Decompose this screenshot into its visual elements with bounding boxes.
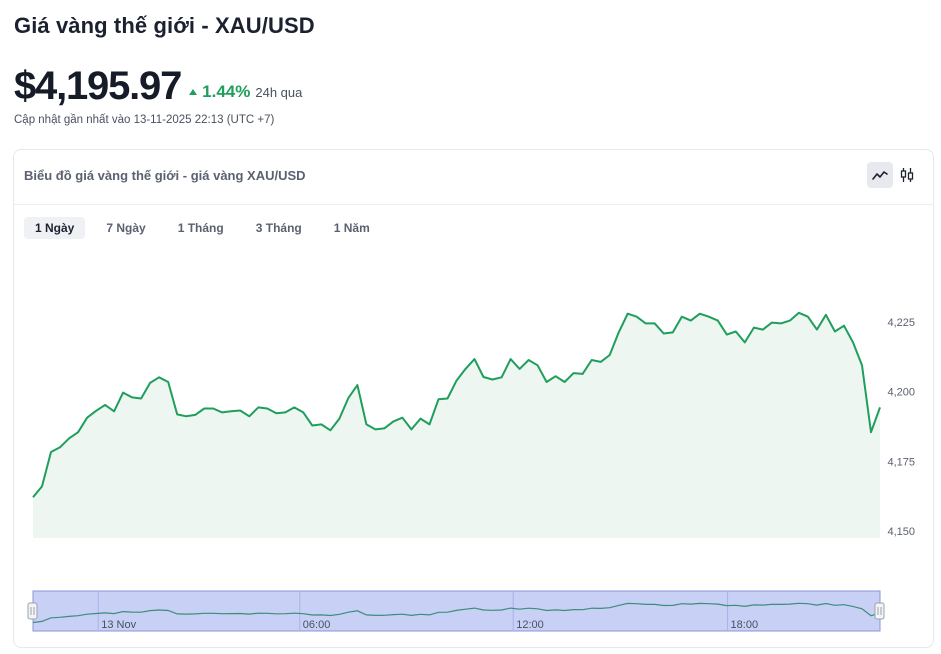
- chart-card-header: Biểu đồ giá vàng thế giới - giá vàng XAU…: [14, 150, 933, 205]
- change-period: 24h qua: [255, 84, 303, 100]
- range-tabs: 1 Ngày 7 Ngày 1 Tháng 3 Tháng 1 Năm: [24, 217, 391, 239]
- x-tick-label: 06:00: [303, 619, 331, 631]
- chart-area: [33, 312, 880, 538]
- tab-1-month[interactable]: 1 Tháng: [177, 221, 224, 235]
- chart-title: Biểu đồ giá vàng thế giới - giá vàng XAU…: [24, 168, 306, 183]
- change-percent: 1.44%: [202, 82, 251, 101]
- price-change: 1.44% 24h qua: [189, 82, 302, 102]
- y-tick-label: 4,175: [887, 456, 915, 468]
- navigator-x-axis: 13 Nov 06:00 12:00 18:00: [101, 619, 758, 631]
- candlestick-icon: [900, 168, 914, 182]
- tab-1-year[interactable]: 1 Năm: [333, 221, 370, 235]
- line-chart-toggle[interactable]: [867, 162, 893, 188]
- tab-3-months[interactable]: 3 Tháng: [255, 221, 302, 235]
- x-tick-label: 13 Nov: [101, 619, 136, 631]
- candlestick-toggle[interactable]: [894, 162, 920, 188]
- y-tick-label: 4,200: [887, 387, 915, 399]
- up-arrow-icon: [189, 89, 198, 95]
- price-row: $4,195.97 1.44% 24h qua: [14, 64, 302, 109]
- x-tick-label: 18:00: [731, 619, 759, 631]
- page-title: Giá vàng thế giới - XAU/USD: [14, 13, 315, 38]
- tab-7-days[interactable]: 7 Ngày: [106, 221, 146, 235]
- current-price: $4,195.97: [14, 64, 182, 108]
- tab-1-day[interactable]: 1 Ngày: [24, 217, 86, 239]
- y-tick-label: 4,150: [887, 526, 915, 538]
- navigator-grid: [97, 591, 729, 631]
- navigator-handle-left[interactable]: [27, 602, 38, 620]
- x-tick-label: 12:00: [516, 619, 544, 631]
- line-chart-icon: [872, 171, 888, 180]
- navigator-handle-right[interactable]: [874, 602, 885, 620]
- y-tick-label: 4,225: [887, 317, 915, 329]
- y-axis: 4,150 4,175 4,200 4,225: [887, 317, 915, 538]
- chart-line: [32, 311, 881, 498]
- navigator-line: [32, 602, 881, 624]
- last-updated: Cập nhật gần nhất vào 13-11-2025 22:13 (…: [14, 114, 275, 126]
